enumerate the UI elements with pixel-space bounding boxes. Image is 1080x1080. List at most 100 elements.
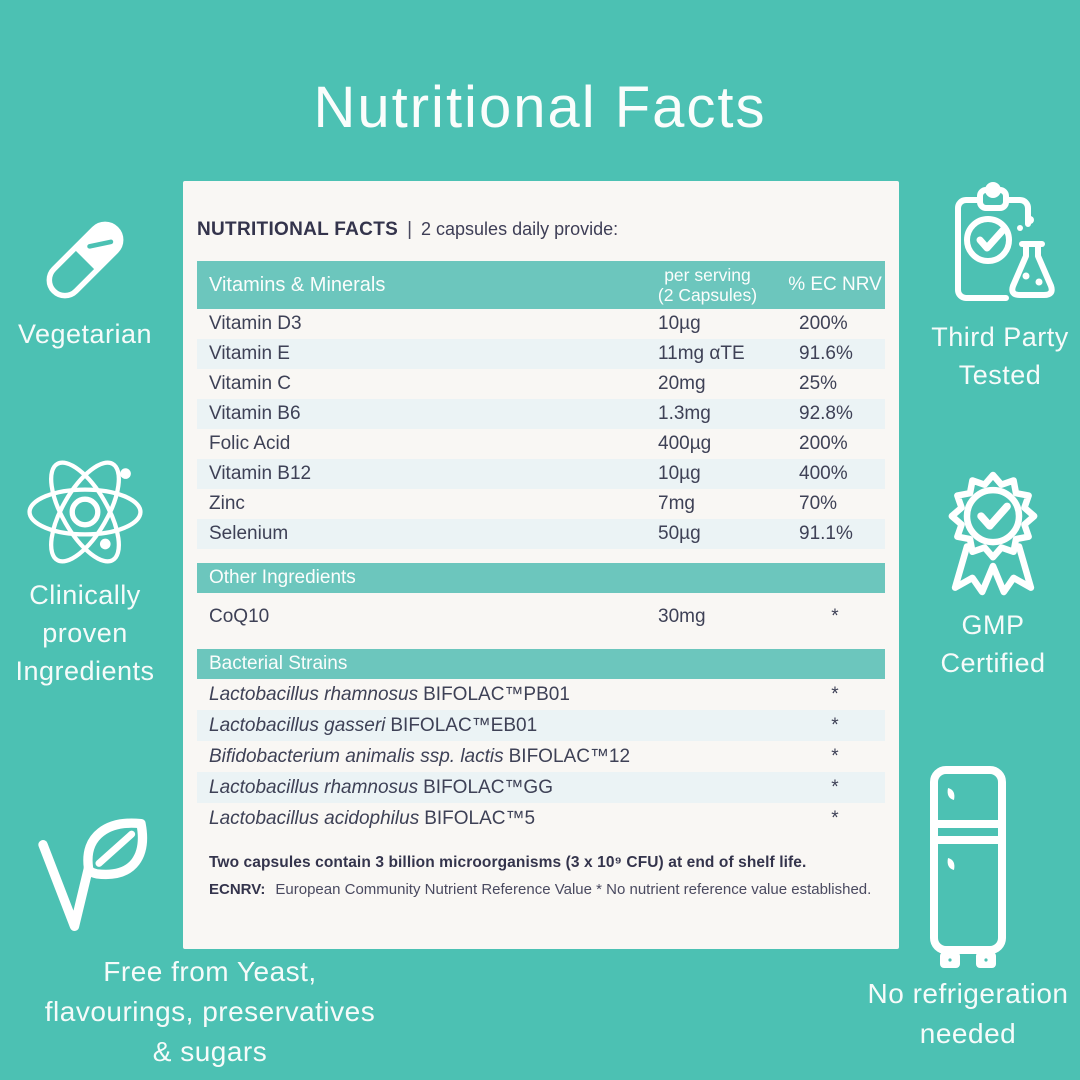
- badge-gmp-certified: GMP Certified: [908, 462, 1078, 682]
- nutrient-nrv: 92.8%: [799, 403, 853, 424]
- table-row: Selenium 50µg 91.1%: [197, 519, 885, 549]
- nutrition-panel-card: NUTRITIONAL FACTS | 2 capsules daily pro…: [183, 181, 899, 949]
- strain-code: BIFOLAC™PB01: [423, 683, 570, 705]
- nutrient-nrv: *: [831, 683, 839, 705]
- leaf-icon: [38, 818, 147, 931]
- strain-species: Lactobacillus gasseri: [209, 714, 386, 736]
- nutrient-name: Zinc: [209, 493, 245, 514]
- table-row: Lactobacillus rhamnosus BIFOLAC™PB01 *: [197, 679, 885, 710]
- badge-no-refrigeration: No refrigeration needed: [848, 762, 1080, 1054]
- table-row: Lactobacillus gasseri BIFOLAC™EB01 *: [197, 710, 885, 741]
- per-serving-line2: (2 Capsules): [657, 285, 758, 305]
- table-header-row: Vitamins & Minerals per serving (2 Capsu…: [197, 261, 885, 309]
- footnote-ecnrv-text: European Community Nutrient Reference Va…: [275, 881, 872, 898]
- badge-label: GMP Certified: [940, 610, 1046, 678]
- table-row: Zinc 7mg 70%: [197, 489, 885, 519]
- footnote-ecnrv: ECNRV: European Community Nutrient Refere…: [209, 881, 885, 898]
- nutrient-nrv: *: [831, 776, 839, 798]
- strain-code: BIFOLAC™12: [508, 745, 631, 767]
- footnote-microorganisms: Two capsules contain 3 billion microorga…: [209, 854, 807, 871]
- fridge-icon: [930, 766, 1006, 968]
- strain-species: Lactobacillus rhamnosus: [209, 683, 419, 705]
- table-row: Lactobacillus acidophilus BIFOLAC™5 *: [197, 803, 885, 834]
- strain-species: Bifidobacterium animalis ssp. lactis: [209, 745, 504, 767]
- atom-icon: [27, 460, 143, 564]
- column-header-vitamins: Vitamins & Minerals: [209, 273, 386, 296]
- table-row: Vitamin E 11mg αTE 91.6%: [197, 339, 885, 369]
- badge-clinically-proven: Clinically proven Ingredients: [0, 448, 170, 690]
- footnote-ecnrv-label: ECNRV:: [209, 881, 266, 898]
- badge-label: Vegetarian: [17, 319, 153, 349]
- table-row: CoQ10 30mg *: [197, 593, 885, 641]
- strain-name: Lactobacillus acidophilus BIFOLAC™5: [197, 808, 785, 830]
- vitamin-rows: Vitamin D3 10µg 200% Vitamin E 11mg αTE …: [197, 309, 885, 549]
- nutrient-name: Selenium: [209, 523, 289, 544]
- section-header-other-ingredients: Other Ingredients: [197, 563, 885, 593]
- table-row: Vitamin B6 1.3mg 92.8%: [197, 399, 885, 429]
- strain-rows: Lactobacillus rhamnosus BIFOLAC™PB01 * La…: [197, 679, 885, 834]
- nutrient-nrv: 200%: [799, 313, 848, 334]
- nutrient-name: Vitamin B6: [209, 403, 301, 424]
- nutrient-name: Vitamin C: [209, 373, 292, 394]
- panel-heading-subtitle: 2 capsules daily provide:: [421, 219, 619, 239]
- nutrient-nrv: 91.6%: [799, 343, 853, 364]
- strain-code: BIFOLAC™5: [424, 807, 536, 829]
- table-row: Vitamin B12 10µg 400%: [197, 459, 885, 489]
- panel-heading: NUTRITIONAL FACTS | 2 capsules daily pro…: [197, 219, 885, 245]
- nutrient-amount: 50µg: [658, 523, 701, 544]
- nutrient-nrv: *: [831, 807, 839, 829]
- strain-code: BIFOLAC™EB01: [390, 714, 538, 736]
- nutrient-nrv: 200%: [799, 433, 848, 454]
- nutrient-name: CoQ10: [209, 606, 270, 627]
- strain-name: Lactobacillus gasseri BIFOLAC™EB01: [197, 715, 785, 737]
- nutrient-nrv: *: [831, 714, 839, 736]
- nutrient-nrv: *: [831, 606, 839, 627]
- nutrient-amount: 10µg: [658, 313, 701, 334]
- nutrient-amount: 20mg: [658, 373, 706, 394]
- section-header-bacterial-strains: Bacterial Strains: [197, 649, 885, 679]
- column-header-nrv: % EC NRV: [788, 274, 882, 295]
- badge-label: Clinically proven Ingredients: [15, 580, 155, 686]
- strain-name: Lactobacillus rhamnosus BIFOLAC™GG: [197, 777, 785, 799]
- nutrient-name: Vitamin E: [209, 343, 290, 364]
- nutrient-nrv: 70%: [799, 493, 838, 514]
- table-row: Lactobacillus rhamnosus BIFOLAC™GG *: [197, 772, 885, 803]
- footnotes: Two capsules contain 3 billion microorga…: [197, 854, 885, 898]
- page-title: Nutritional Facts: [313, 75, 767, 140]
- strain-name: Bifidobacterium animalis ssp. lactis BIFO…: [197, 746, 785, 768]
- nutrient-nrv: 91.1%: [799, 523, 853, 544]
- badge-label: Third Party Tested: [931, 322, 1069, 390]
- per-serving-line1: per serving: [664, 265, 751, 285]
- strain-species: Lactobacillus rhamnosus: [209, 776, 419, 798]
- table-row: Folic Acid 400µg 200%: [197, 429, 885, 459]
- panel-heading-main: NUTRITIONAL FACTS: [197, 219, 399, 240]
- nutrient-amount: 7mg: [658, 493, 695, 514]
- nutrient-nrv: *: [831, 745, 839, 767]
- clipboard-flask-icon: [955, 182, 1055, 301]
- panel-heading-separator: |: [407, 219, 413, 240]
- section-label: Other Ingredients: [209, 567, 356, 588]
- column-header-per-serving: per serving (2 Capsules): [630, 265, 785, 305]
- nutrient-amount: 30mg: [658, 606, 706, 627]
- nutrient-nrv: 400%: [799, 463, 848, 484]
- nutrient-name: Vitamin D3: [209, 313, 302, 334]
- strain-name: Lactobacillus rhamnosus BIFOLAC™PB01: [197, 684, 785, 706]
- nutrient-nrv: 25%: [799, 373, 838, 394]
- nutrient-amount: 400µg: [658, 433, 712, 454]
- strain-species: Lactobacillus acidophilus: [209, 807, 420, 829]
- section-label: Bacterial Strains: [209, 653, 348, 674]
- nutrient-name: Vitamin B12: [209, 463, 312, 484]
- nutrient-amount: 11mg αTE: [658, 343, 745, 364]
- nutrition-table: Vitamins & Minerals per serving (2 Capsu…: [197, 261, 885, 898]
- table-row: Vitamin C 20mg 25%: [197, 369, 885, 399]
- table-row: Vitamin D3 10µg 200%: [197, 309, 885, 339]
- badge-vegetarian: Vegetarian: [0, 205, 170, 353]
- nutrient-name: Folic Acid: [209, 433, 291, 454]
- badge-third-party-tested: Third Party Tested: [905, 178, 1080, 394]
- nutrient-amount: 10µg: [658, 463, 701, 484]
- badge-label: Free from Yeast, flavourings, preservati…: [44, 956, 376, 1067]
- badge-free-from: Free from Yeast, flavourings, preservati…: [0, 812, 420, 1072]
- strain-code: BIFOLAC™GG: [423, 776, 553, 798]
- badge-label: No refrigeration needed: [867, 978, 1069, 1049]
